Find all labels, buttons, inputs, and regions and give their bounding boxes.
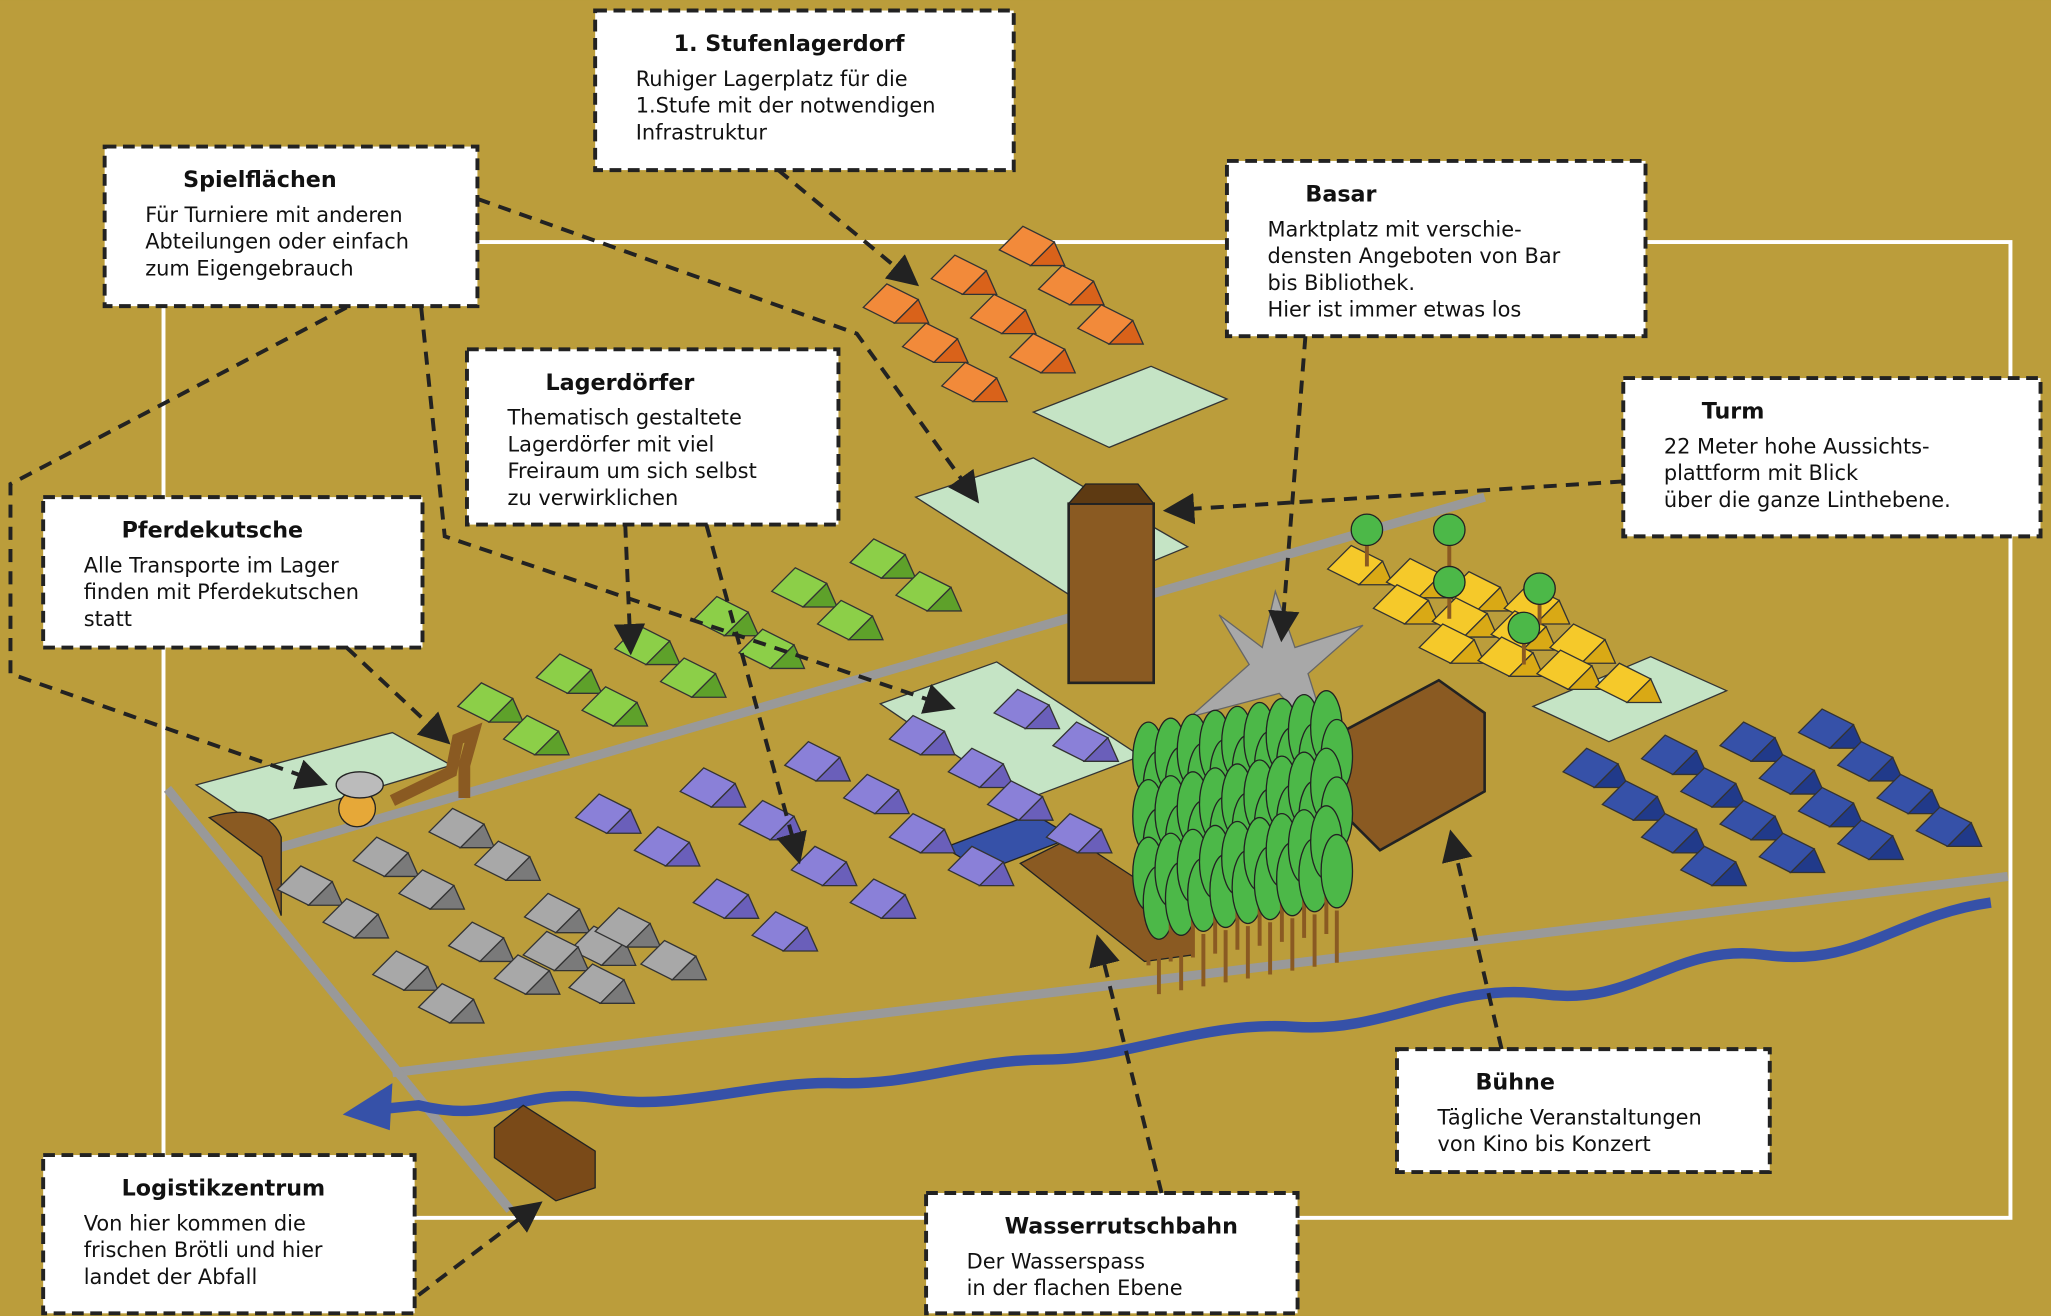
callout-text: finden mit Pferdekutschen <box>84 580 359 604</box>
callout-text: Für Turniere mit anderen <box>145 203 402 227</box>
callout-text: landet der Abfall <box>84 1265 258 1289</box>
callout-text: von Kino bis Konzert <box>1438 1132 1651 1156</box>
callout-text: 1.Stufe mit der notwendigen <box>636 94 936 118</box>
callout-title: Lagerdörfer <box>545 370 694 396</box>
callout-text: 22 Meter hohe Aussichts- <box>1664 434 1930 458</box>
tree <box>1351 514 1382 545</box>
callout-text: bis Bibliothek. <box>1267 271 1415 295</box>
callout-title: Bühne <box>1475 1070 1554 1096</box>
callout-text: Freiraum um sich selbst <box>508 459 757 483</box>
tree <box>1524 573 1555 604</box>
callout-text: Der Wasserspass <box>967 1249 1145 1273</box>
callout-text: Hier ist immer etwas los <box>1267 298 1521 322</box>
callout-title: 1. Stufenlagerdorf <box>674 31 905 57</box>
callout-text: plattform mit Blick <box>1664 461 1859 485</box>
callout-title: Turm <box>1702 399 1765 425</box>
callout-title: Spielflächen <box>183 167 337 193</box>
callout-text: Ruhiger Lagerplatz für die <box>636 67 908 91</box>
callout-title: Wasserrutschbahn <box>1005 1213 1238 1239</box>
carriage <box>336 772 383 798</box>
callout-text: zum Eigengebrauch <box>145 257 353 281</box>
callout-text: Lagerdörfer mit viel <box>508 432 715 456</box>
callout-text: zu verwirklichen <box>508 486 679 510</box>
tree <box>1434 566 1465 597</box>
tree <box>1434 514 1465 545</box>
callout-text: Infrastruktur <box>636 120 768 144</box>
callout-text: Thematisch gestaltete <box>507 406 742 430</box>
callout-text: Marktplatz mit verschie- <box>1267 217 1521 241</box>
callout-text: Abteilungen oder einfach <box>145 230 409 254</box>
callout-text: Tägliche Veranstaltungen <box>1437 1105 1702 1129</box>
callout-title: Logistikzentrum <box>122 1176 326 1202</box>
callout-text: frischen Brötli und hier <box>84 1238 323 1262</box>
callout-text: über die ganze Linthebene. <box>1664 488 1951 512</box>
callout-text: Von hier kommen die <box>84 1211 306 1235</box>
callout-title: Basar <box>1305 181 1376 207</box>
callout-text: densten Angeboten von Bar <box>1267 244 1560 268</box>
callout-text: Alle Transporte im Lager <box>84 553 339 577</box>
callout-text: statt <box>84 607 132 631</box>
tower <box>1069 504 1154 683</box>
camp-map: 1. Stufenlagerdorf Ruhiger Lagerplatz für… <box>0 0 2051 1316</box>
tree <box>1508 612 1539 643</box>
callout-title: Pferdekutsche <box>122 518 303 544</box>
tree <box>1321 835 1352 908</box>
callout-text: in der flachen Ebene <box>967 1276 1183 1300</box>
page: {"callouts": [ {"title": "1. Stufenlager… <box>0 0 2051 1316</box>
